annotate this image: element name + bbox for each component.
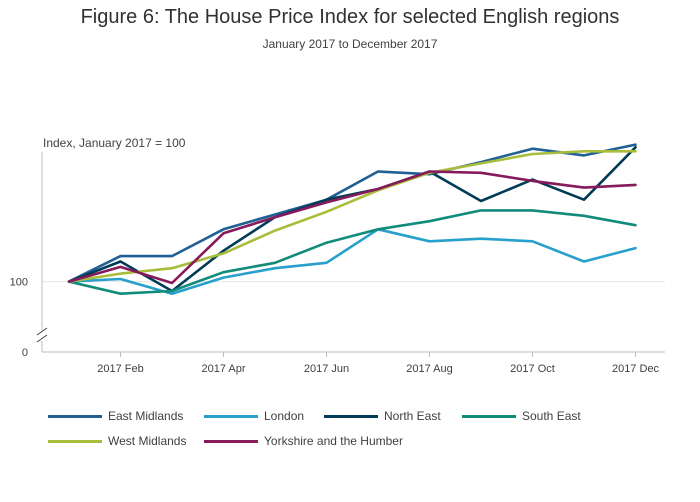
- legend-swatch: [48, 439, 102, 443]
- legend-swatch: [204, 439, 258, 443]
- x-tick-label: 2017 Aug: [406, 363, 453, 375]
- legend-label: London: [264, 409, 305, 423]
- chart-title: Figure 6: The House Price Index for sele…: [80, 6, 620, 28]
- x-tick-label: 2017 Feb: [97, 363, 143, 375]
- x-tick-label: 2017 Dec: [612, 363, 660, 375]
- legend-swatch: [324, 414, 378, 418]
- chart-subtitle: January 2017 to December 2017: [262, 37, 438, 51]
- series-line-south-east: [67, 209, 637, 296]
- series-line-london: [67, 228, 637, 296]
- series-line-west-midlands: [67, 150, 637, 283]
- axis-break-marker: [36, 327, 48, 343]
- legend-item[interactable]: London: [204, 406, 304, 426]
- legend-label: South East: [522, 409, 581, 423]
- legend-item[interactable]: Yorkshire and the Humber: [204, 431, 403, 451]
- y-tick-label-100: 100: [10, 277, 28, 289]
- legend-item[interactable]: East Midlands: [48, 406, 183, 426]
- y-tick-label-0: 0: [22, 347, 28, 359]
- x-tick-label: 2017 Apr: [201, 363, 245, 375]
- legend-swatch: [48, 414, 102, 418]
- legend-label: West Midlands: [108, 434, 187, 448]
- legend-label: East Midlands: [108, 409, 184, 423]
- legend-item[interactable]: West Midlands: [48, 431, 186, 451]
- series-line-yorkshire-and-the-humber: [67, 170, 637, 285]
- x-tick-label: 2017 Oct: [510, 363, 555, 375]
- legend-item[interactable]: North East: [324, 406, 441, 426]
- legend-swatch: [462, 414, 516, 418]
- series-line-east-midlands: [67, 143, 637, 283]
- legend-swatch: [204, 414, 258, 418]
- x-tick-label: 2017 Jun: [304, 363, 349, 375]
- legend-label: North East: [384, 409, 441, 423]
- y-axis-label: Index, January 2017 = 100: [43, 136, 186, 150]
- legend-label: Yorkshire and the Humber: [264, 434, 403, 448]
- legend-item[interactable]: South East: [462, 406, 581, 426]
